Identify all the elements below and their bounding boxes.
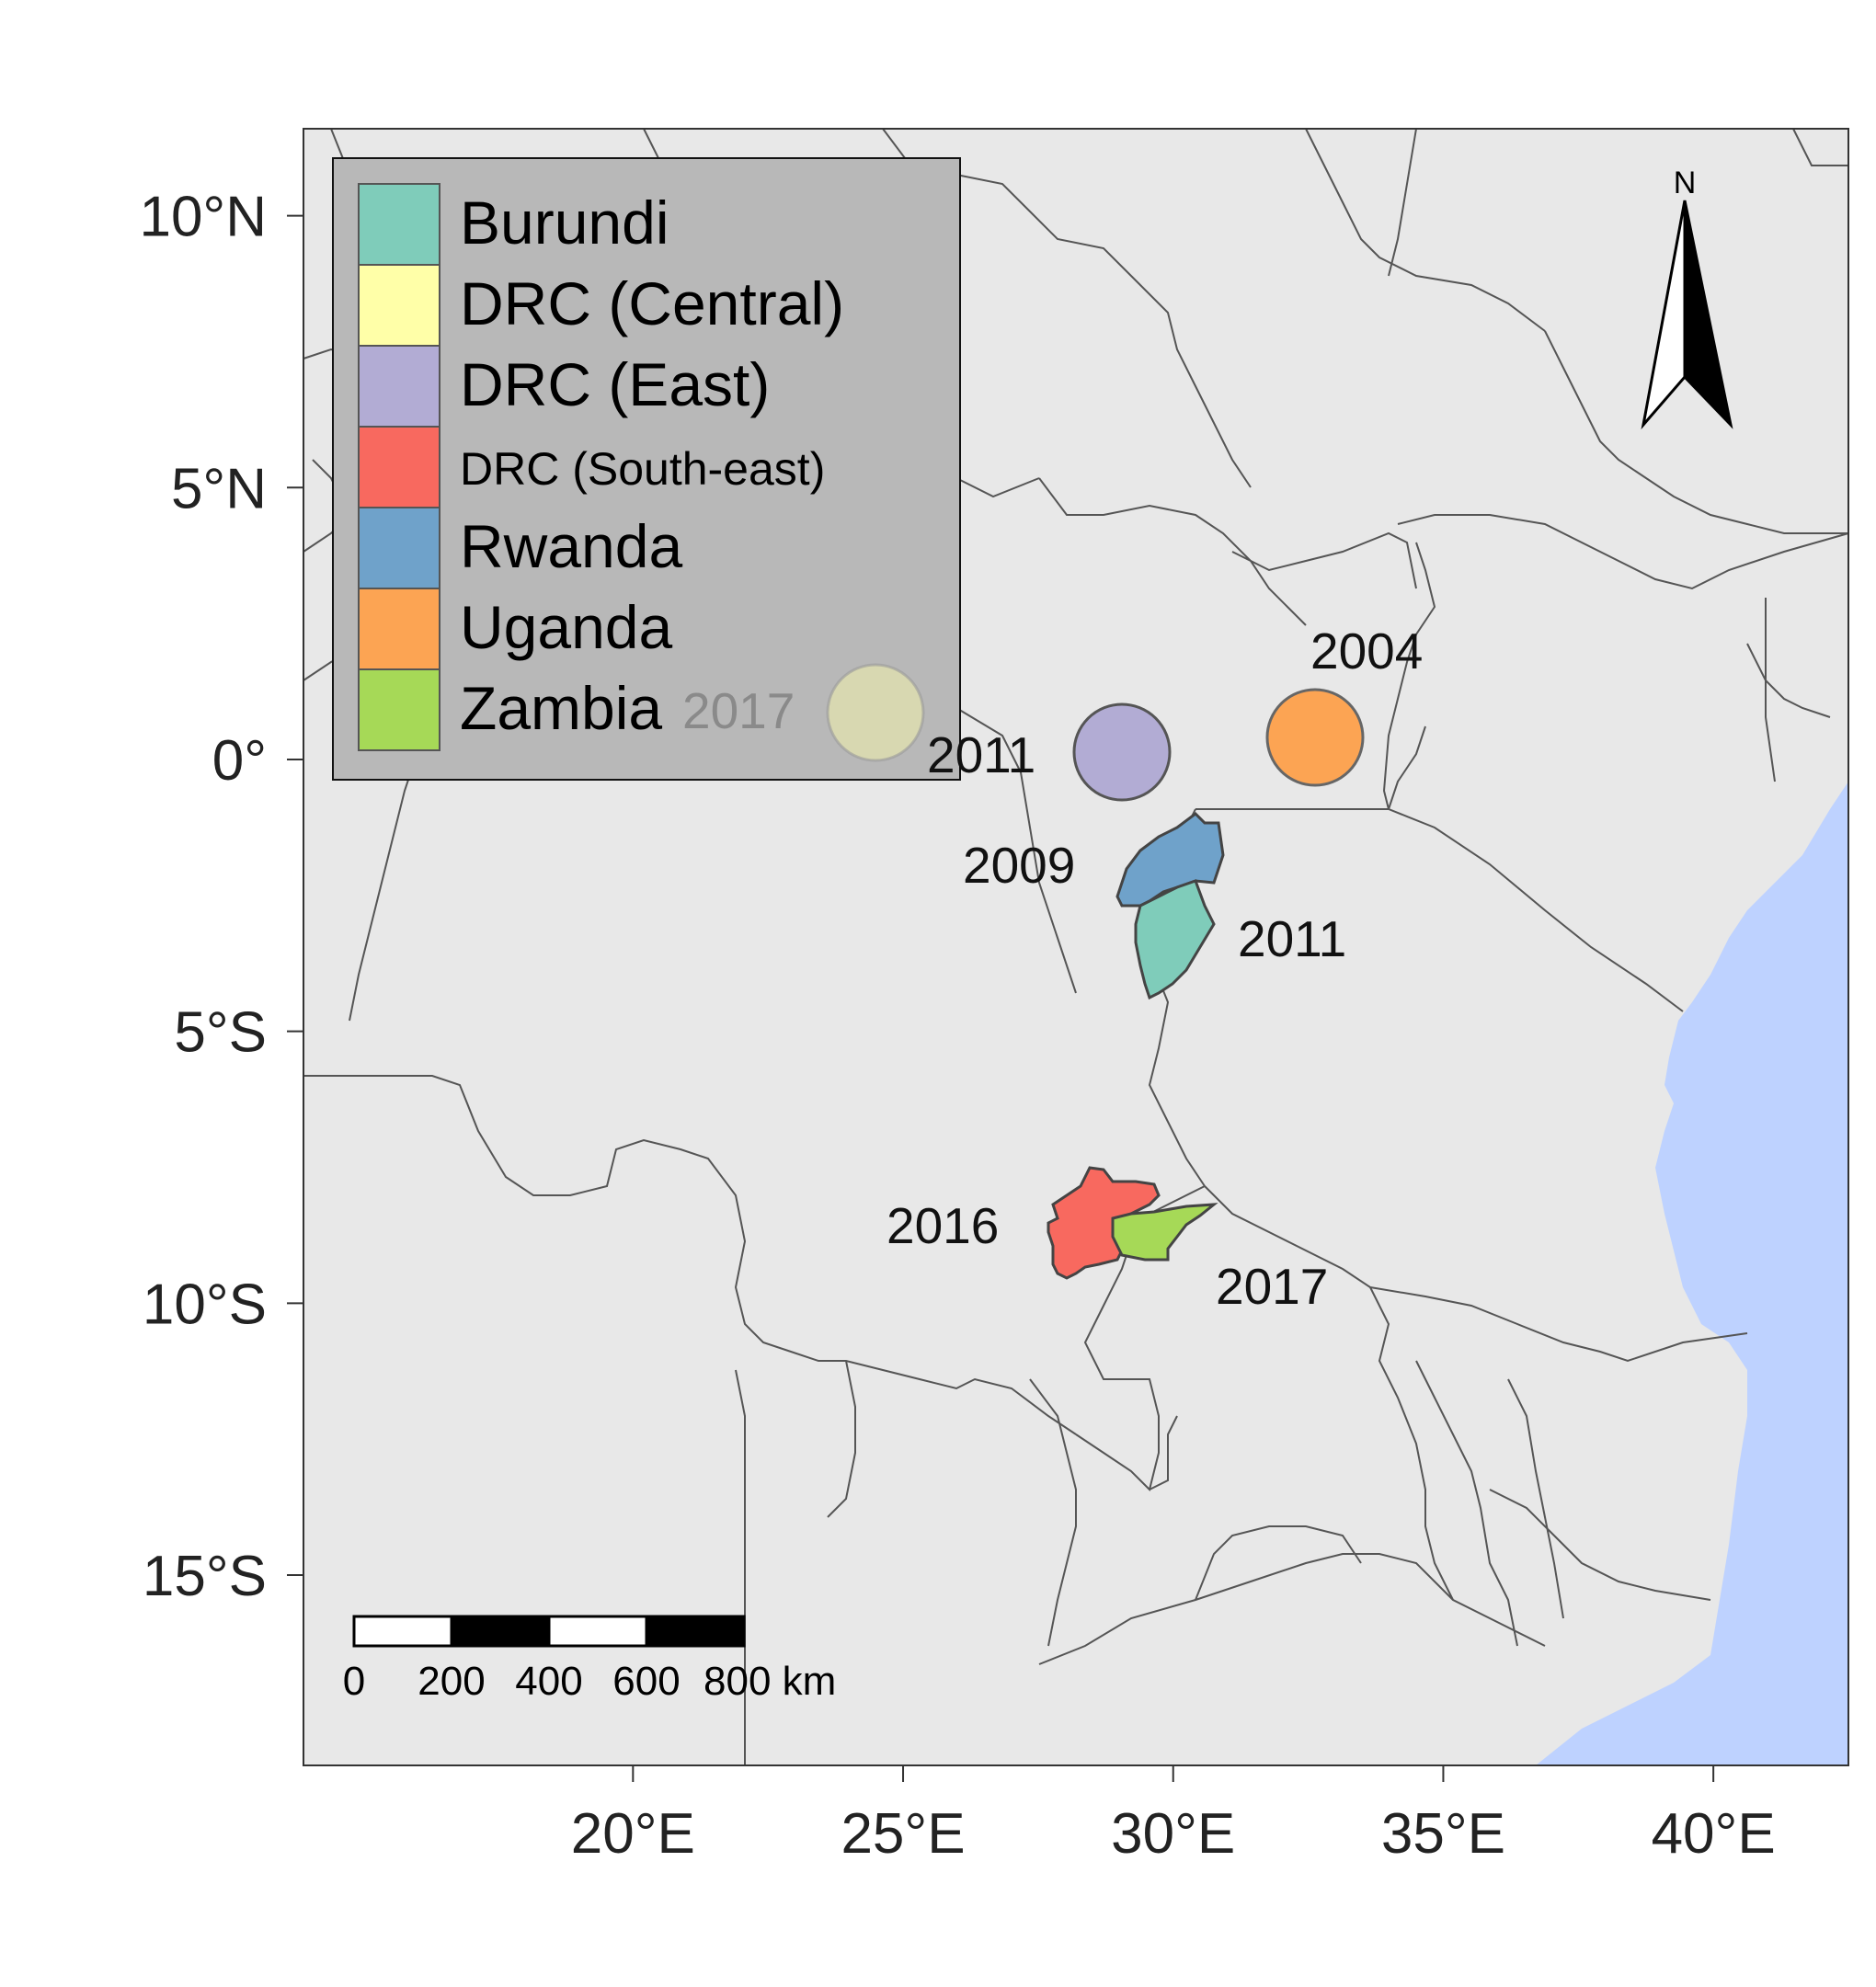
- scale-segment-1: [352, 1615, 453, 1648]
- north-arrow: N: [1641, 166, 1733, 430]
- x-tick-label: 30°E: [1111, 1802, 1235, 1866]
- year-label-burundi: 2011: [1238, 910, 1346, 967]
- year-label-drc-east: 2011: [927, 726, 1035, 783]
- legend-label-drc-east: DRC (East): [460, 350, 770, 418]
- legend: Burundi DRC (Central) DRC (East) DRC (So…: [332, 157, 961, 781]
- scale-label-0: 0: [343, 1659, 365, 1704]
- drc-central-marker: [826, 663, 925, 762]
- legend-swatch-rwanda: [358, 507, 440, 589]
- y-tick-label: 15°S: [143, 1545, 267, 1608]
- legend-swatch-drc-central: [358, 264, 440, 347]
- scale-bar: 0 200 400 600 800 km: [343, 1615, 836, 1704]
- legend-swatch-zambia: [358, 668, 440, 751]
- legend-swatch-drc-south-east: [358, 426, 440, 508]
- y-tick-label: 0°: [212, 729, 267, 793]
- legend-swatch-uganda: [358, 588, 440, 670]
- legend-swatch-burundi: [358, 183, 440, 266]
- y-tick-label: 5°N: [171, 457, 267, 520]
- year-label-drc-central: 2017: [682, 682, 795, 739]
- north-arrow-label: N: [1674, 166, 1697, 200]
- plot-frame: [303, 128, 1849, 1766]
- legend-label-drc-central: DRC (Central): [460, 269, 844, 337]
- x-tick-label: 35°E: [1381, 1802, 1505, 1866]
- zambia-region: [1111, 1203, 1218, 1262]
- drc-south-east-region: [1047, 1166, 1161, 1280]
- legend-swatch-drc-east: [358, 345, 440, 428]
- scale-segment-2: [450, 1615, 551, 1648]
- legend-label-uganda: Uganda: [460, 593, 672, 661]
- drc-east-marker: [1072, 702, 1172, 802]
- x-axis: 20°E 25°E 30°E 35°E 40°E: [571, 1765, 1776, 1866]
- x-tick-label: 40°E: [1652, 1802, 1776, 1866]
- scale-label-600: 600: [612, 1659, 680, 1704]
- scale-segment-3: [547, 1615, 648, 1648]
- scale-label-200: 200: [418, 1659, 485, 1704]
- x-tick-label: 20°E: [571, 1802, 695, 1866]
- burundi-region: [1134, 879, 1216, 1000]
- scale-label-800km: 800 km: [704, 1659, 836, 1704]
- north-arrow-right-half: [1683, 200, 1733, 429]
- y-tick-label: 10°N: [139, 186, 267, 249]
- ocean-area: [1536, 782, 1848, 1765]
- legend-label-zambia: Zambia: [460, 674, 662, 742]
- scale-label-400: 400: [515, 1659, 582, 1704]
- uganda-marker: [1265, 688, 1365, 787]
- scale-segment-4: [645, 1615, 746, 1648]
- legend-label-drc-south-east: DRC (South-east): [460, 443, 825, 495]
- y-axis: 10°N 5°N 0° 5°S 10°S 15°S: [139, 186, 303, 1608]
- year-label-uganda: 2004: [1310, 622, 1423, 679]
- y-tick-label: 10°S: [143, 1273, 267, 1336]
- year-label-zambia: 2017: [1216, 1258, 1328, 1315]
- legend-label-rwanda: Rwanda: [460, 512, 682, 580]
- year-label-drc-south-east: 2016: [887, 1197, 999, 1254]
- legend-label-burundi: Burundi: [460, 188, 669, 257]
- year-label-rwanda: 2009: [963, 837, 1075, 894]
- x-tick-label: 25°E: [841, 1802, 965, 1866]
- y-tick-label: 5°S: [174, 1001, 267, 1065]
